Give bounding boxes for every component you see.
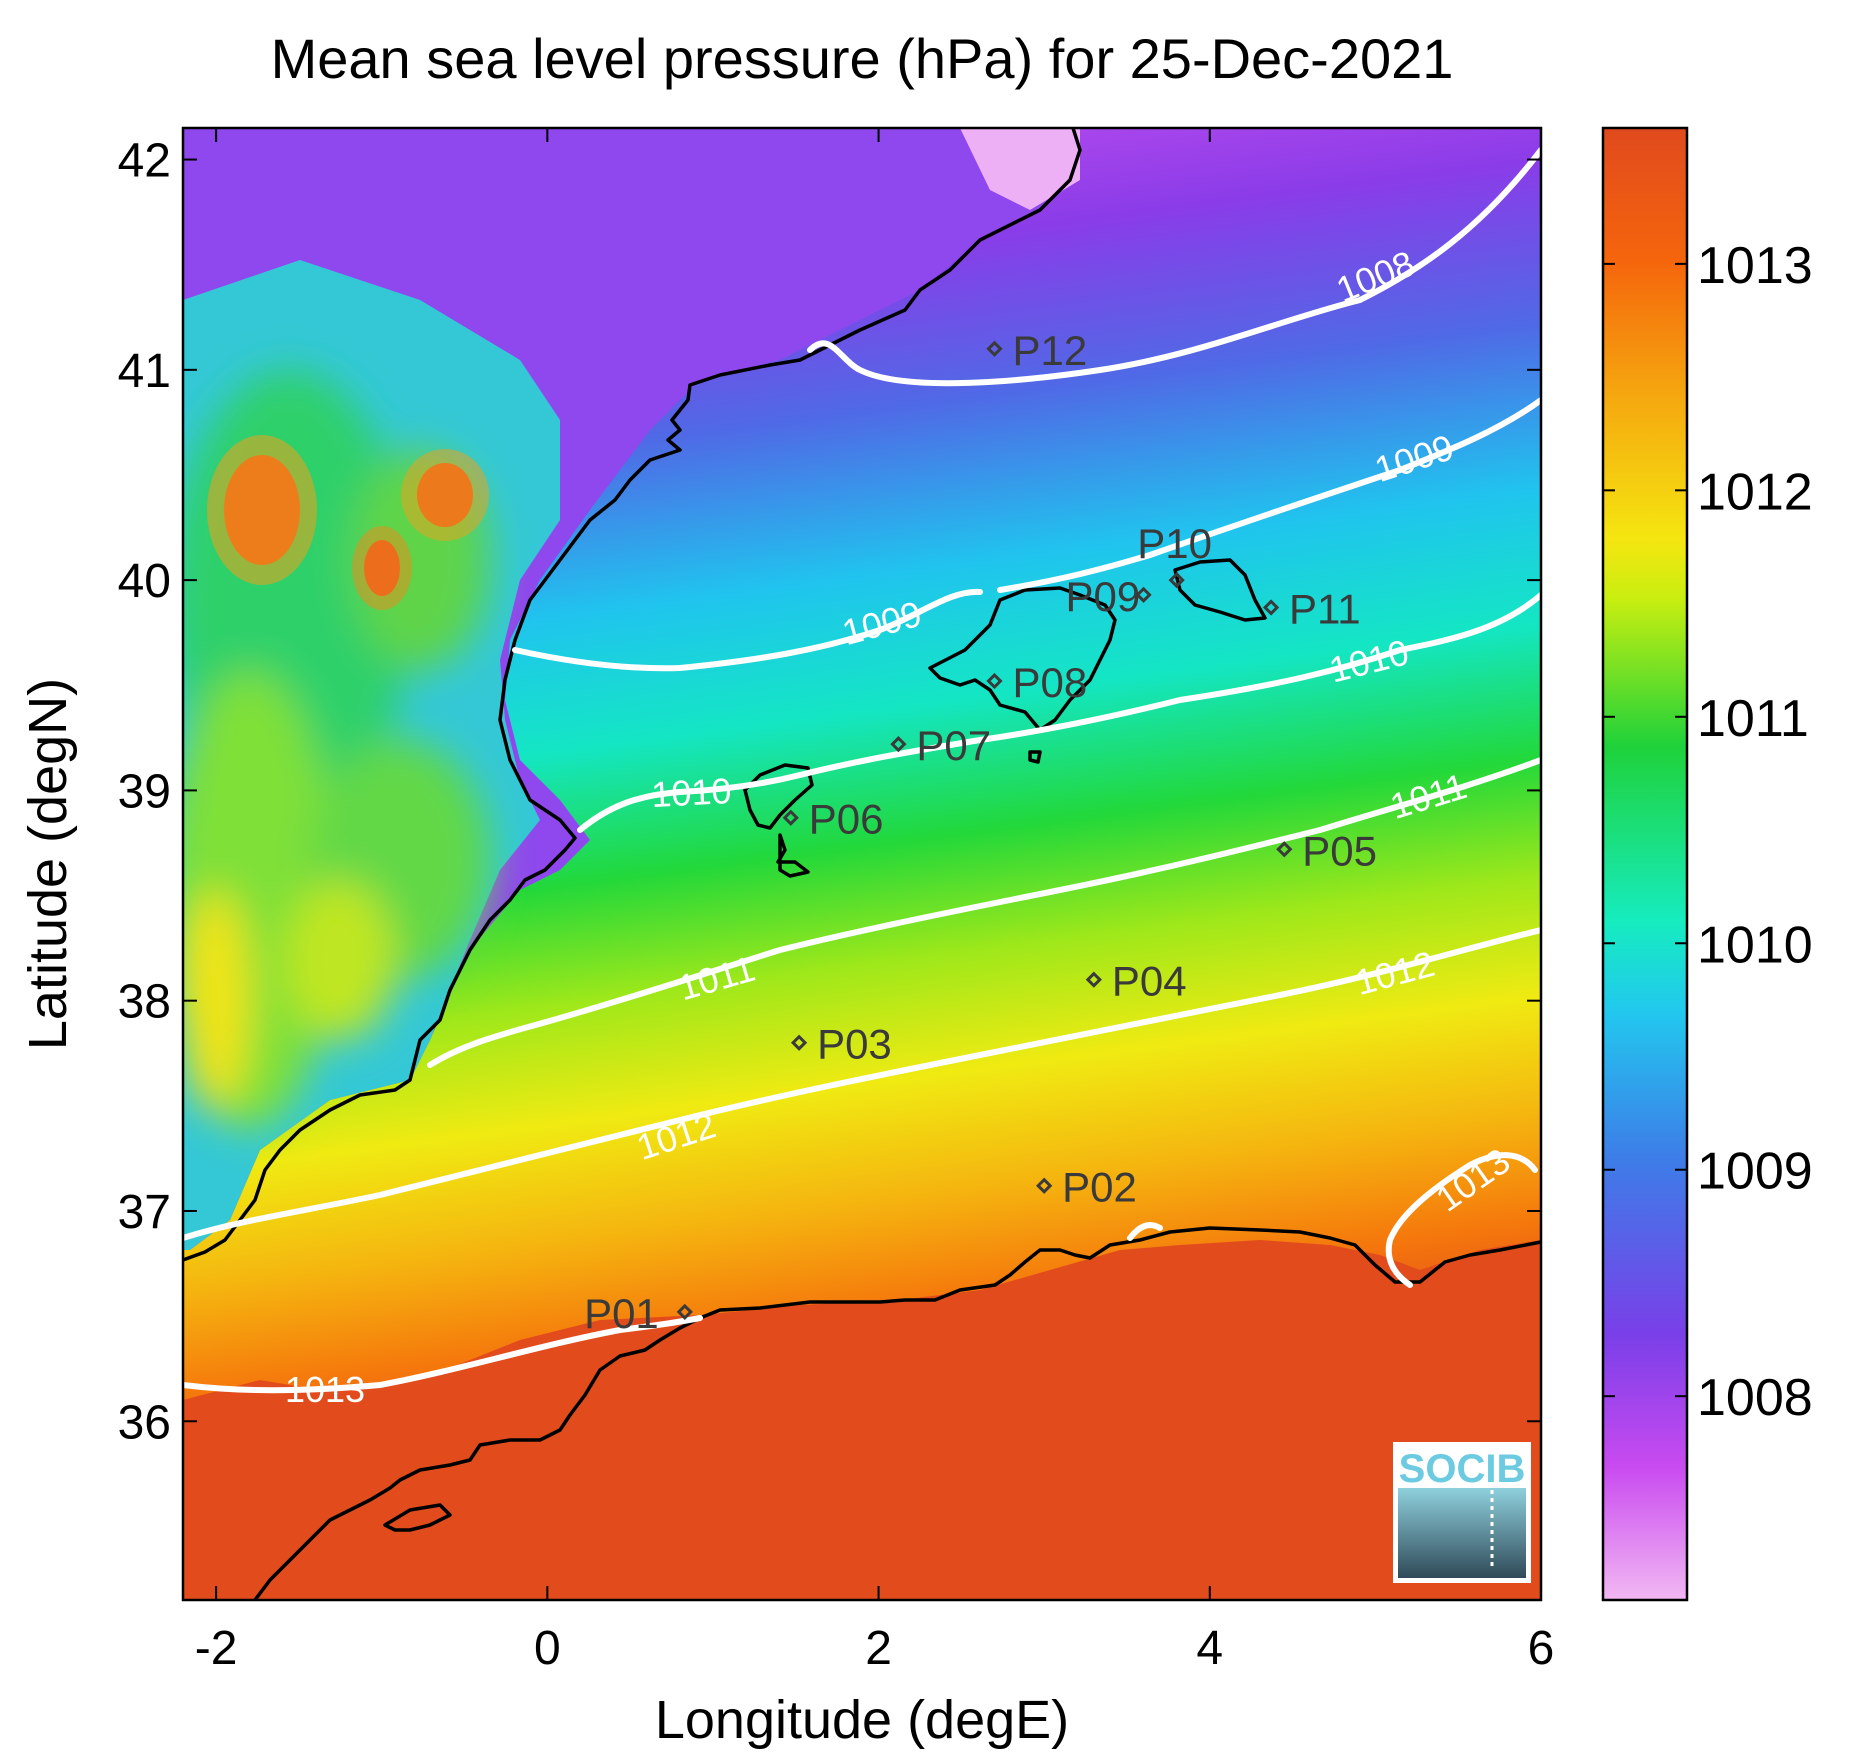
isobar-1009-south [512,588,983,672]
y-tick-label: 38 [118,976,171,1029]
colorbar-gradient [1601,126,1689,1602]
isobar-1008 [807,147,1541,387]
station-label: P09 [1066,573,1141,620]
station-marker [1168,571,1185,589]
x-tick-label: 6 [1528,1622,1555,1675]
colorbar-tick-label: 1009 [1697,1143,1813,1201]
station-marker [1036,1177,1053,1194]
formentera-coastline [776,833,810,878]
station-marker [782,809,799,826]
socib-logo: SOCIB [1393,1442,1531,1583]
x-tick-label: 0 [534,1622,561,1675]
mallorca-coastline [928,586,1117,732]
isobar-1010 [577,592,1541,833]
station-label: P04 [1112,958,1187,1005]
station-marker [676,1303,693,1321]
station-marker [986,340,1003,357]
y-tick-label: 39 [118,765,171,818]
x-tick-label: -2 [195,1622,238,1675]
station-label: P11 [1289,585,1361,632]
colorbar-ticks: 1013 1012 1011 1010 1009 1008 [1603,237,1813,1427]
colorbar-tick-label: 1012 [1697,463,1813,521]
alboran-island-coastline [383,1503,452,1532]
ibiza-coastline [743,763,814,830]
station-label: P08 [1012,659,1087,706]
x-axis-ticks: -2 0 2 4 6 [195,128,1555,1675]
africa-land-field [183,1240,1541,1600]
menorca-coastline [1173,558,1267,622]
y-tick-label: 36 [118,1396,171,1449]
station-label: P10 [1137,520,1212,567]
colorbar-tick-label: 1010 [1697,916,1813,974]
colorbar-tick-label: 1011 [1697,690,1809,748]
isobar-1011 [427,757,1541,1068]
y-tick-label: 40 [118,555,171,608]
station-label: P06 [809,796,884,843]
iberian-land-field [183,128,1080,1250]
station-marker [790,1034,808,1051]
coastlines [183,128,1541,1600]
colorbar-tick-label: 1008 [1697,1369,1813,1427]
station-label: P03 [817,1021,892,1068]
x-axis-title: Longitude (degE) [655,1690,1069,1750]
station-marker [1276,841,1293,858]
colorbar-tick-label: 1013 [1697,237,1813,295]
plot-frame [181,126,1543,1602]
isobar-1012 [183,927,1541,1241]
station-label: P05 [1302,827,1377,874]
station-marker [1135,586,1152,603]
isobars [183,147,1541,1394]
isobar-1013 [183,1315,703,1394]
cabrera-coastline [1028,750,1042,764]
y-tick-label: 42 [118,135,171,188]
map-title: Mean sea level pressure (hPa) for 25-Dec… [271,27,1454,90]
socib-logo-text: SOCIB [1399,1447,1526,1491]
station-markers: P01 P02 P03 P04 P05 P06 P07 P08 P09 P10 P11 P12 [584,327,1377,1337]
isobar-1009-north [997,397,1541,593]
x-tick-label: 2 [865,1622,892,1675]
isobar-1013-east [1385,1152,1538,1288]
y-axis-ticks: 42 41 40 39 38 37 36 [118,135,1541,1449]
station-marker [1262,599,1280,616]
x-tick-label: 4 [1196,1622,1223,1675]
pressure-field: 1008 1009 1009 1010 1010 1011 1011 1012 … [183,128,1541,1600]
station-marker [1085,971,1102,988]
station-marker [890,736,907,753]
colorbar: 1013 1012 1011 1010 1009 1008 [1601,126,1813,1602]
africa-coastline [253,1226,1541,1600]
isobar-1013-fragment [1127,1222,1163,1241]
contour-label-1010-west: 1010 [650,770,732,815]
y-axis-title: Latitude (degN) [18,678,78,1050]
iberian-coastline [183,128,1082,1262]
station-label: P01 [584,1290,659,1337]
station-marker [986,672,1003,690]
y-tick-label: 41 [118,345,171,398]
station-label: P12 [1012,327,1087,374]
station-label: P02 [1062,1164,1137,1211]
y-tick-label: 37 [118,1186,171,1239]
station-label: P07 [916,722,991,769]
contour-label-1013-west: 1013 [285,1369,365,1410]
